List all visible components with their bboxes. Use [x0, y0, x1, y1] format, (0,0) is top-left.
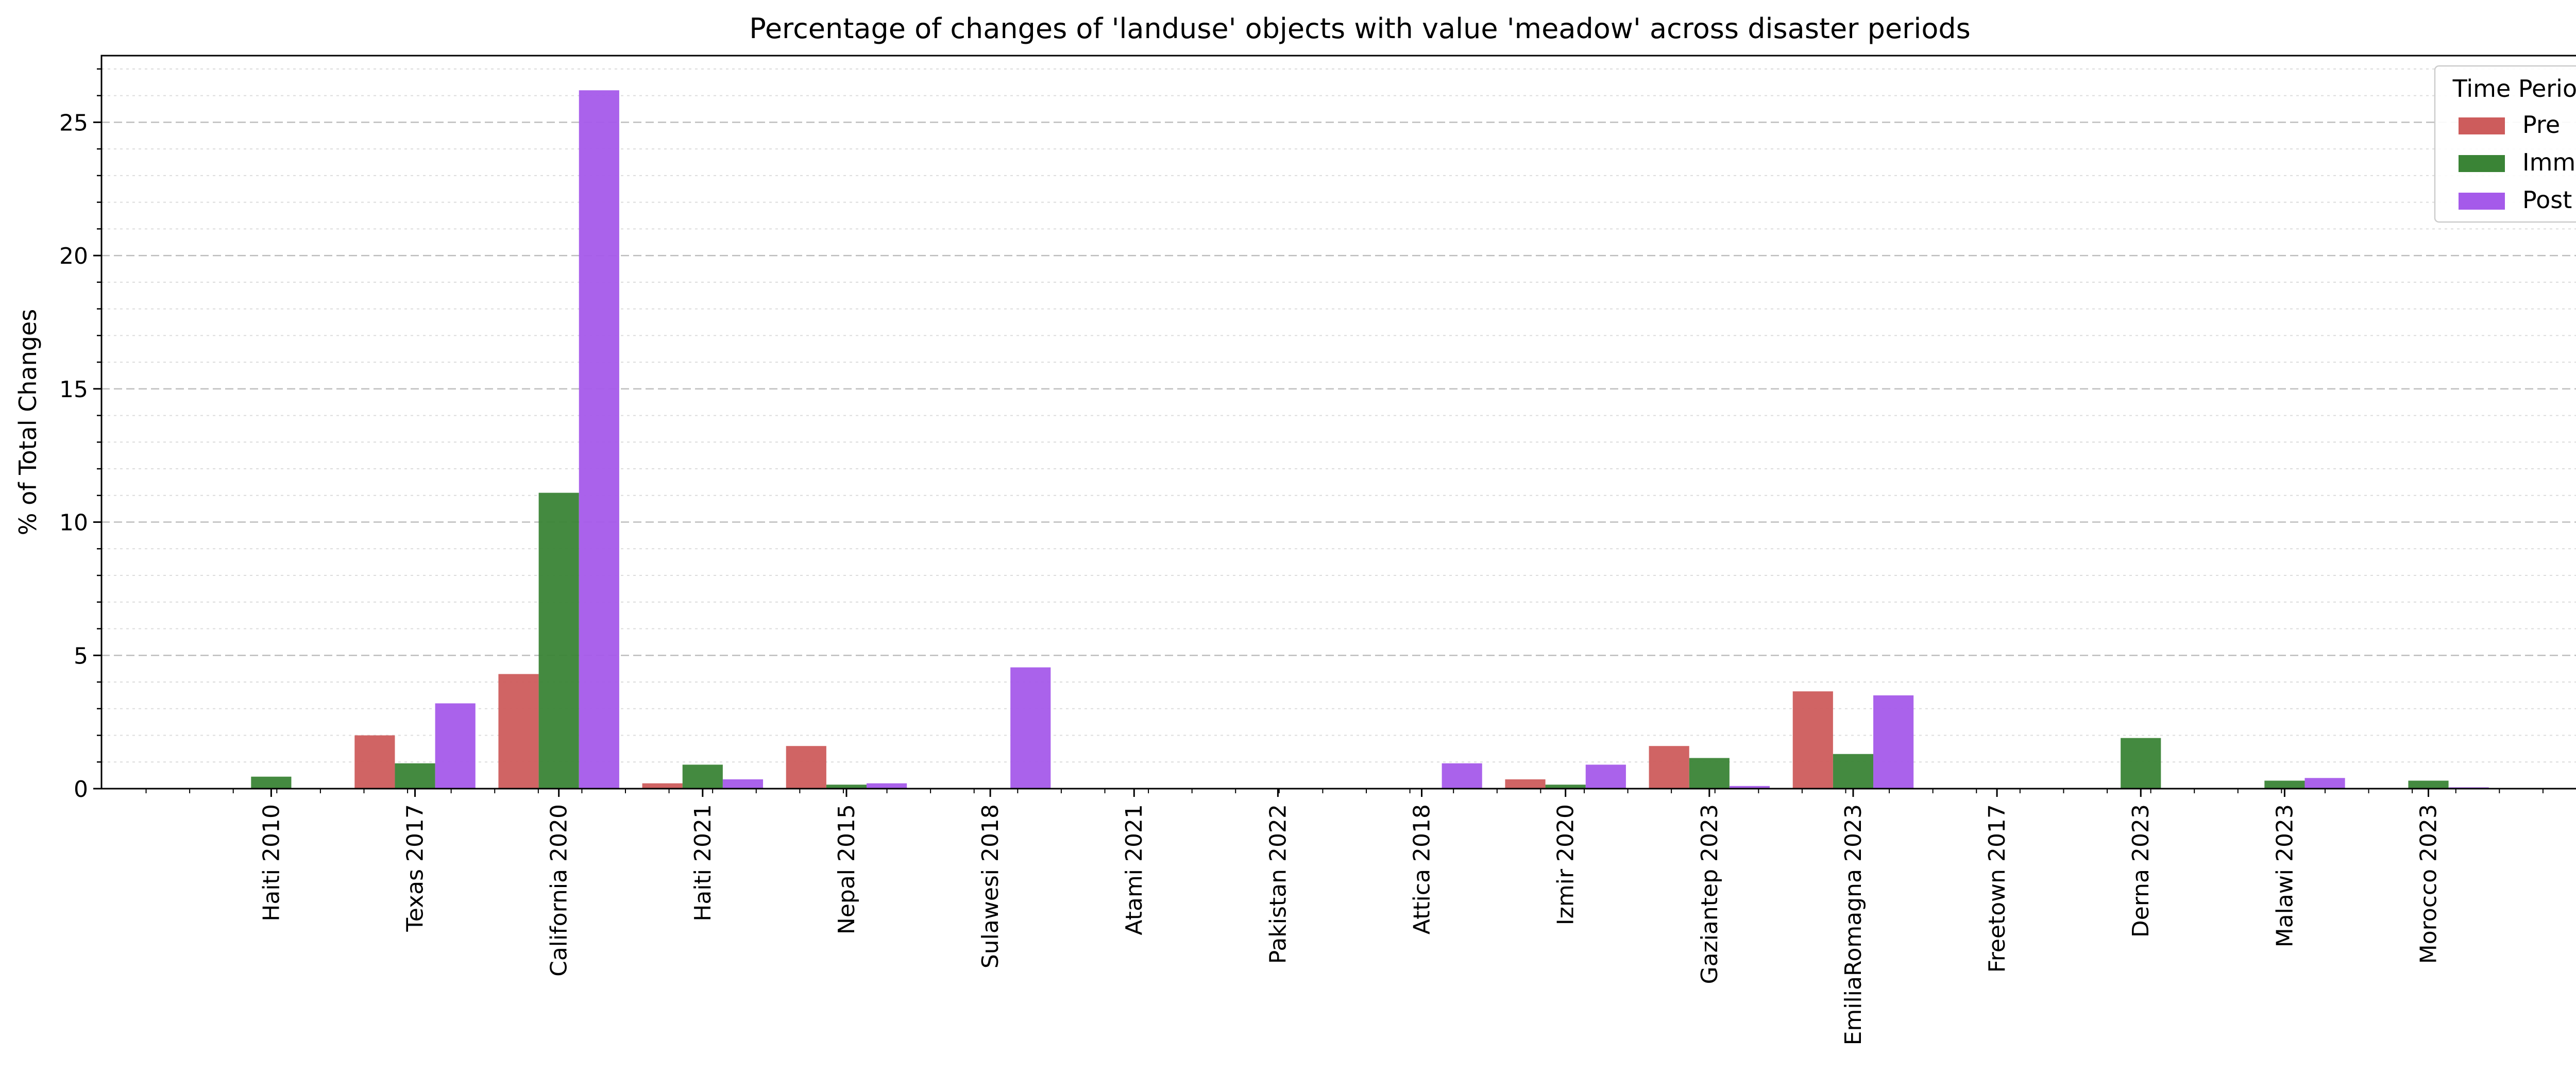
- x-tick-label: Haiti 2010: [258, 804, 284, 922]
- x-tick-label: Izmir 2020: [1553, 804, 1579, 925]
- legend-frame: [2434, 65, 2576, 223]
- x-tick-label: Morocco 2023: [2416, 804, 2442, 964]
- x-tick-label: Nepal 2015: [834, 804, 860, 934]
- legend-title: Time Period: [2452, 75, 2576, 103]
- x-tick-label: California 2020: [546, 804, 572, 977]
- legend-swatch-post: [2459, 193, 2505, 210]
- x-tick-label: Gaziantep 2023: [1697, 804, 1723, 984]
- bar-imm: [2264, 780, 2305, 789]
- bar-post: [722, 779, 764, 789]
- y-tick-label: 10: [59, 510, 88, 536]
- x-tick-label: Haiti 2021: [690, 804, 716, 922]
- bar-imm: [251, 776, 292, 789]
- grid-lines: [101, 68, 2576, 763]
- y-tick-label: 25: [59, 110, 88, 136]
- bar-imm: [2121, 738, 2161, 789]
- bar-imm: [395, 763, 435, 789]
- x-tick-label: Atami 2021: [1121, 804, 1147, 935]
- legend-swatch-pre: [2459, 117, 2505, 134]
- legend-label-post: Post: [2522, 186, 2572, 214]
- bar-post: [435, 703, 476, 789]
- chart-title: Percentage of changes of 'landuse' objec…: [749, 12, 1971, 45]
- bar-imm: [1689, 758, 1730, 789]
- bar-pre: [786, 746, 826, 789]
- legend: Time Period Pre Imm Post: [2434, 65, 2576, 223]
- bar-post: [579, 90, 619, 789]
- y-tick-label: 5: [74, 643, 88, 669]
- x-tick-label: Attica 2018: [1409, 804, 1435, 934]
- bar-imm: [538, 492, 579, 789]
- bar-post: [1010, 667, 1051, 789]
- y-tick-label: 20: [59, 243, 88, 269]
- x-axis: Haiti 2010 Texas 2017 California 2020 Haiti…: [145, 789, 2544, 1045]
- x-tick-label: EmiliaRomagna 2023: [1840, 804, 1867, 1045]
- bar-post: [1873, 695, 1914, 789]
- x-tick-label: Texas 2017: [402, 804, 429, 932]
- bar-pre: [498, 674, 539, 789]
- y-tick-label: 15: [59, 377, 88, 403]
- bar-imm: [826, 785, 867, 789]
- x-tick-label: Freetown 2017: [1984, 804, 2010, 973]
- bar-imm: [1833, 754, 1874, 789]
- legend-label-pre: Pre: [2522, 111, 2560, 139]
- bar-pre: [1649, 746, 1689, 789]
- x-tick-label: Malawi 2023: [2272, 804, 2298, 947]
- bar-post: [1585, 764, 1626, 789]
- bars: [251, 90, 2489, 789]
- bar-pre: [642, 783, 683, 789]
- bar-pre: [1792, 691, 1833, 789]
- x-tick-label: Derna 2023: [2128, 804, 2154, 938]
- bar-post: [1442, 763, 1482, 789]
- legend-label-imm: Imm: [2522, 148, 2575, 176]
- bar-post: [1729, 786, 1770, 789]
- y-axis: 0 5 10 15 20 25: [59, 68, 101, 803]
- y-axis-label: % of Total Changes: [14, 309, 42, 535]
- bar-imm: [1545, 785, 1586, 789]
- plot-frame: [100, 55, 2576, 790]
- bar-pre: [1505, 779, 1546, 789]
- x-tick-label: Sulawesi 2018: [977, 804, 1004, 968]
- bar-imm: [682, 764, 723, 789]
- x-tick-label: Pakistan 2022: [1265, 804, 1291, 964]
- bar-pre: [354, 735, 395, 789]
- y-tick-label: 0: [74, 776, 88, 803]
- bar-imm: [2408, 780, 2449, 789]
- bar-post: [867, 783, 907, 789]
- legend-swatch-imm: [2459, 155, 2505, 172]
- bar-post: [2304, 778, 2345, 789]
